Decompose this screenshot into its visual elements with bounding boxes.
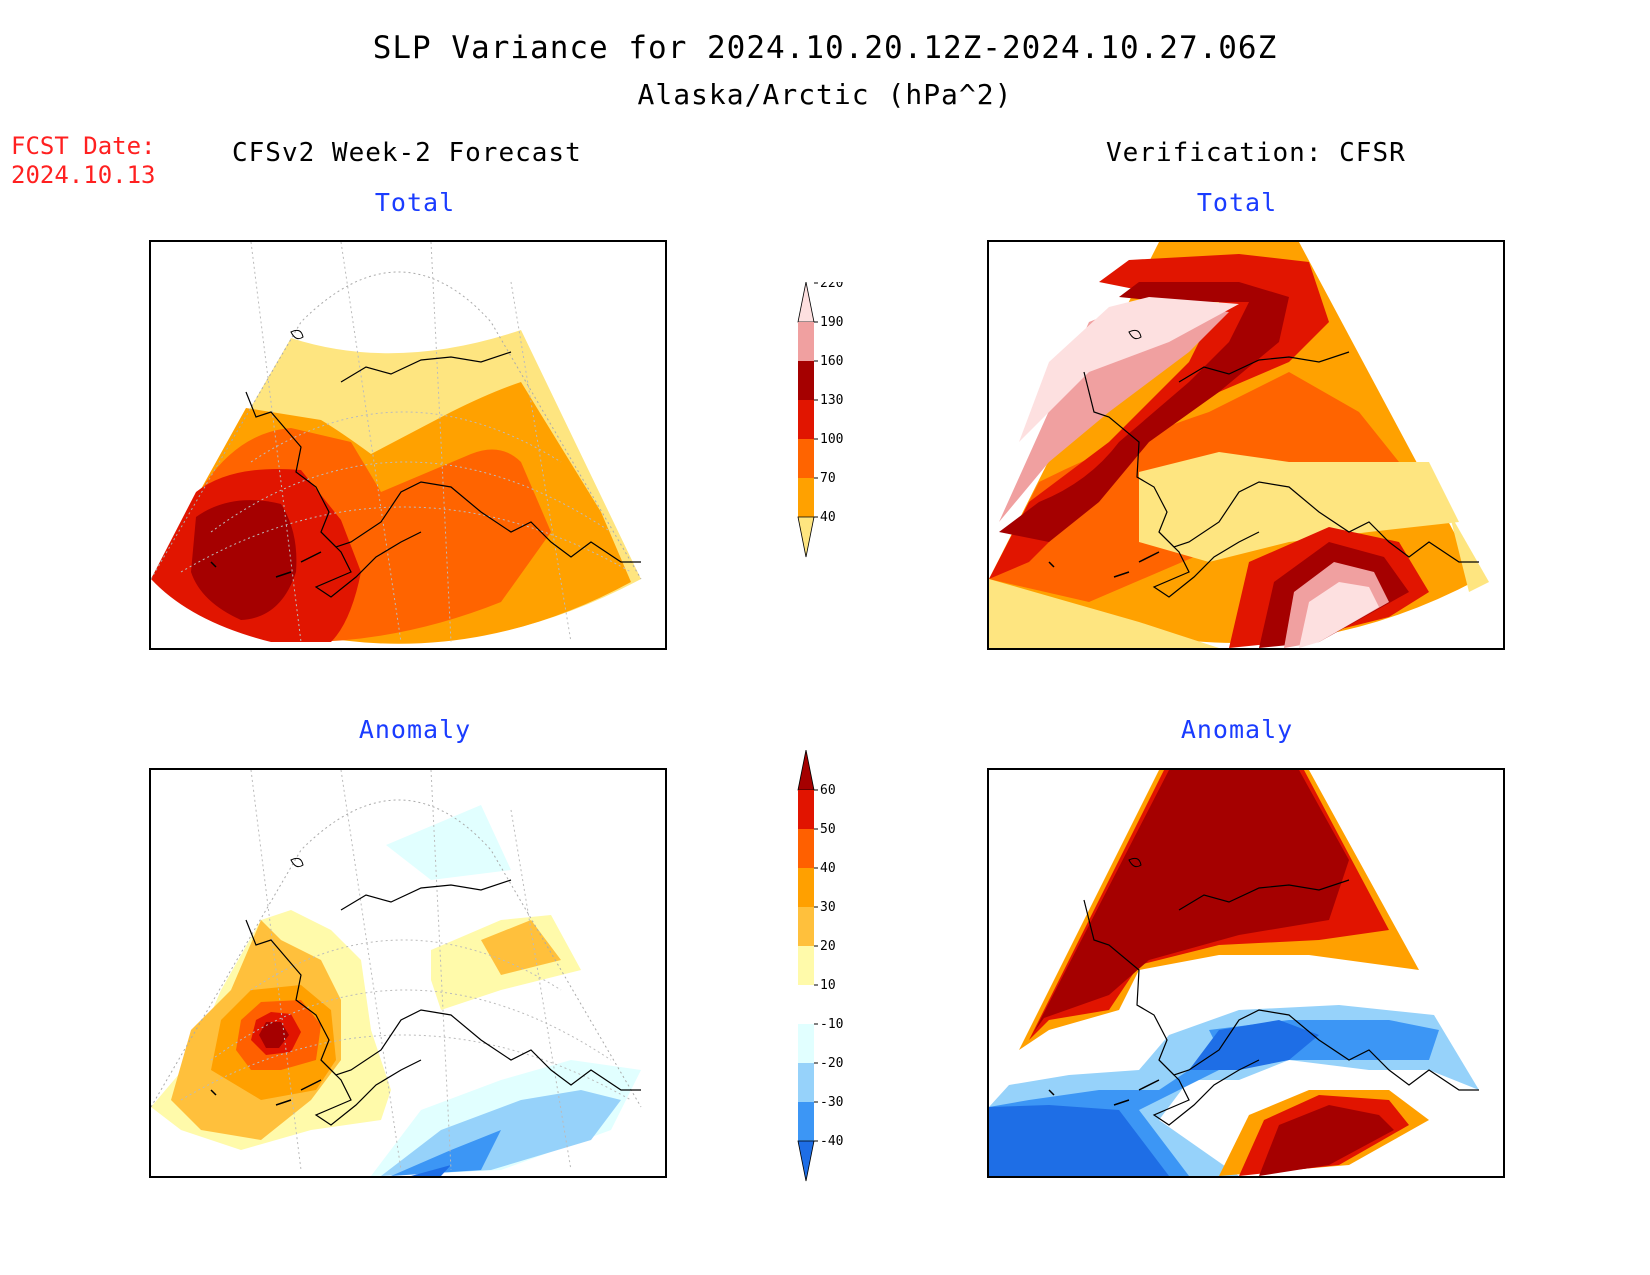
total-colorbar-bottom-triangle [797,516,815,558]
verification-anomaly-map [987,768,1505,1178]
total-colorbar-band [798,361,814,400]
total-colorbar-band [798,322,814,361]
total-colorbar-tick-label: 70 [820,471,836,486]
anomaly-colorbar-top-triangle [797,749,815,791]
verification-anomaly-title: Anomaly [1180,715,1294,744]
total-colorbar-tick-label: 100 [820,432,843,447]
anomaly-colorbar-band [798,1024,814,1063]
anomaly-colorbar-tick-label: -40 [820,1134,843,1149]
verification-total-map [987,240,1505,650]
anomaly-colorbar-tick-label: 30 [820,900,836,915]
anomaly-colorbar-bottom-triangle [797,1140,815,1182]
verification-column-title: Verification: CFSR [1106,138,1406,168]
anomaly-colorbar-tick-label: 10 [820,978,836,993]
anomaly-colorbar-band [798,1102,814,1141]
main-subtitle: Alaska/Arctic (hPa^2) [637,78,1013,111]
anomaly-colorbar-tick-label: -10 [820,1017,843,1032]
fcst-date-value: 2024.10.13 [11,161,156,189]
total-colorbar-tick-label: 130 [820,393,843,408]
anomaly-colorbar-svg: -40 -30 -20 -10 10 20 30 40 50 60 [797,749,843,1182]
anomaly-colorbar-band [798,907,814,946]
total-colorbar-tick-label: 40 [820,510,836,525]
total-colorbar-svg: 40 70 100 130 160 190 220 [797,276,843,558]
forecast-total-map [149,240,667,650]
anomaly-colorbar-band [798,946,814,985]
total-colorbar-top-triangle [797,281,815,323]
anomaly-colorbar-band [798,829,814,868]
anomaly-colorbar-band [798,868,814,907]
anomaly-colorbar-tick-label: 60 [820,783,836,798]
forecast-column-title: CFSv2 Week-2 Forecast [232,138,582,168]
forecast-total-title: Total [374,188,456,217]
total-colorbar-tick-label: 220 [820,282,843,291]
anomaly-colorbar-tick-label: 40 [820,861,836,876]
main-title: SLP Variance for 2024.10.20.12Z-2024.10.… [372,30,1278,66]
total-colorbar-tick-label: 190 [820,315,843,330]
anomaly-colorbar-band [798,985,814,1024]
anomaly-colorbar-band [798,1063,814,1102]
forecast-anomaly-map [149,768,667,1178]
forecast-anomaly-title: Anomaly [358,715,472,744]
anomaly-colorbar-tick-label: -30 [820,1095,843,1110]
total-colorbar-tick-label: 160 [820,354,843,369]
anomaly-colorbar-tick-label: 20 [820,939,836,954]
total-colorbar-band [798,400,814,439]
anomaly-colorbar-tick-label: -20 [820,1056,843,1071]
anomaly-colorbar-band [798,790,814,829]
anomaly-colorbar-tick-label: 50 [820,822,836,837]
total-colorbar-band [798,478,814,517]
total-colorbar: 40 70 100 130 160 190 220 [790,276,880,616]
fcst-date-label: FCST Date: [11,132,156,160]
anomaly-colorbar: -40 -30 -20 -10 10 20 30 40 50 60 [790,749,880,1206]
total-colorbar-band [798,439,814,478]
verification-total-title: Total [1196,188,1278,217]
